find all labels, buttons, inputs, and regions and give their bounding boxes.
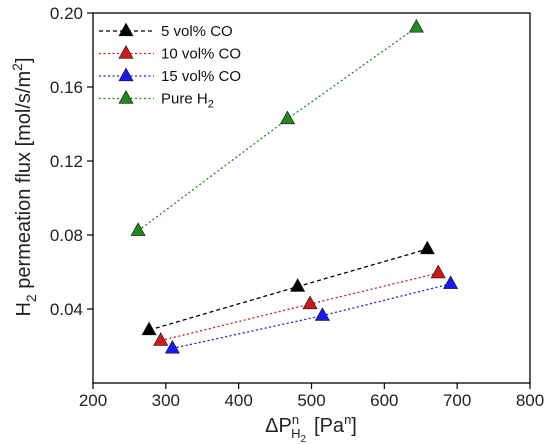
legend-item-3: Pure H2 — [99, 90, 214, 111]
data-point — [164, 339, 180, 354]
series-0 — [141, 240, 435, 336]
data-point — [279, 110, 295, 125]
data-point — [302, 295, 318, 310]
y-axis-ticks: 0.04 0.08 0.12 0.16 0.20 — [50, 4, 93, 319]
series-3 — [130, 19, 424, 236]
data-point — [430, 264, 446, 279]
x-axis-label: ΔPn H2[Pan] — [265, 412, 357, 444]
legend: 5 vol% CO 10 vol% CO 15 vol% CO Pure H2 — [99, 22, 241, 111]
legend-item-0: 5 vol% CO — [99, 22, 233, 40]
x-tick-label: 600 — [370, 391, 398, 410]
data-point — [314, 307, 330, 321]
y-tick-label: 0.20 — [50, 4, 83, 23]
x-tick-label: 200 — [79, 391, 107, 410]
x-tick-label: 500 — [297, 391, 325, 410]
y-tick-label: 0.12 — [50, 152, 83, 171]
legend-marker — [118, 67, 134, 82]
y-tick-label: 0.16 — [50, 78, 83, 97]
legend-label: 10 vol% CO — [161, 46, 241, 63]
data-point — [130, 222, 146, 236]
series-2 — [164, 275, 459, 354]
legend-marker — [118, 45, 134, 59]
data-point — [443, 275, 459, 289]
y-axis-label: H2 permeation flux [mol/s/m2] — [9, 57, 39, 316]
series-1 — [153, 264, 446, 346]
data-point — [419, 240, 435, 255]
legend-label: Pure H2 — [161, 91, 214, 111]
legend-item-2: 15 vol% CO — [99, 67, 241, 85]
data-point — [141, 321, 157, 336]
y-tick-label: 0.04 — [50, 300, 83, 319]
legend-marker — [118, 90, 134, 104]
data-point — [290, 278, 306, 292]
x-axis-ticks: 200 300 400 500 600 700 800 — [79, 383, 544, 410]
series-layer — [130, 19, 459, 354]
data-point — [153, 332, 169, 346]
series-line — [172, 283, 451, 350]
y-tick-label: 0.08 — [50, 226, 83, 245]
x-tick-label: 400 — [224, 391, 252, 410]
data-point — [408, 19, 424, 33]
x-tick-label: 800 — [516, 391, 544, 410]
x-tick-label: 300 — [152, 391, 180, 410]
series-line — [148, 248, 428, 331]
x-tick-label: 700 — [443, 391, 471, 410]
legend-item-1: 10 vol% CO — [99, 45, 241, 63]
legend-marker — [118, 22, 134, 37]
legend-label: 15 vol% CO — [161, 68, 241, 85]
legend-label: 5 vol% CO — [161, 23, 233, 40]
